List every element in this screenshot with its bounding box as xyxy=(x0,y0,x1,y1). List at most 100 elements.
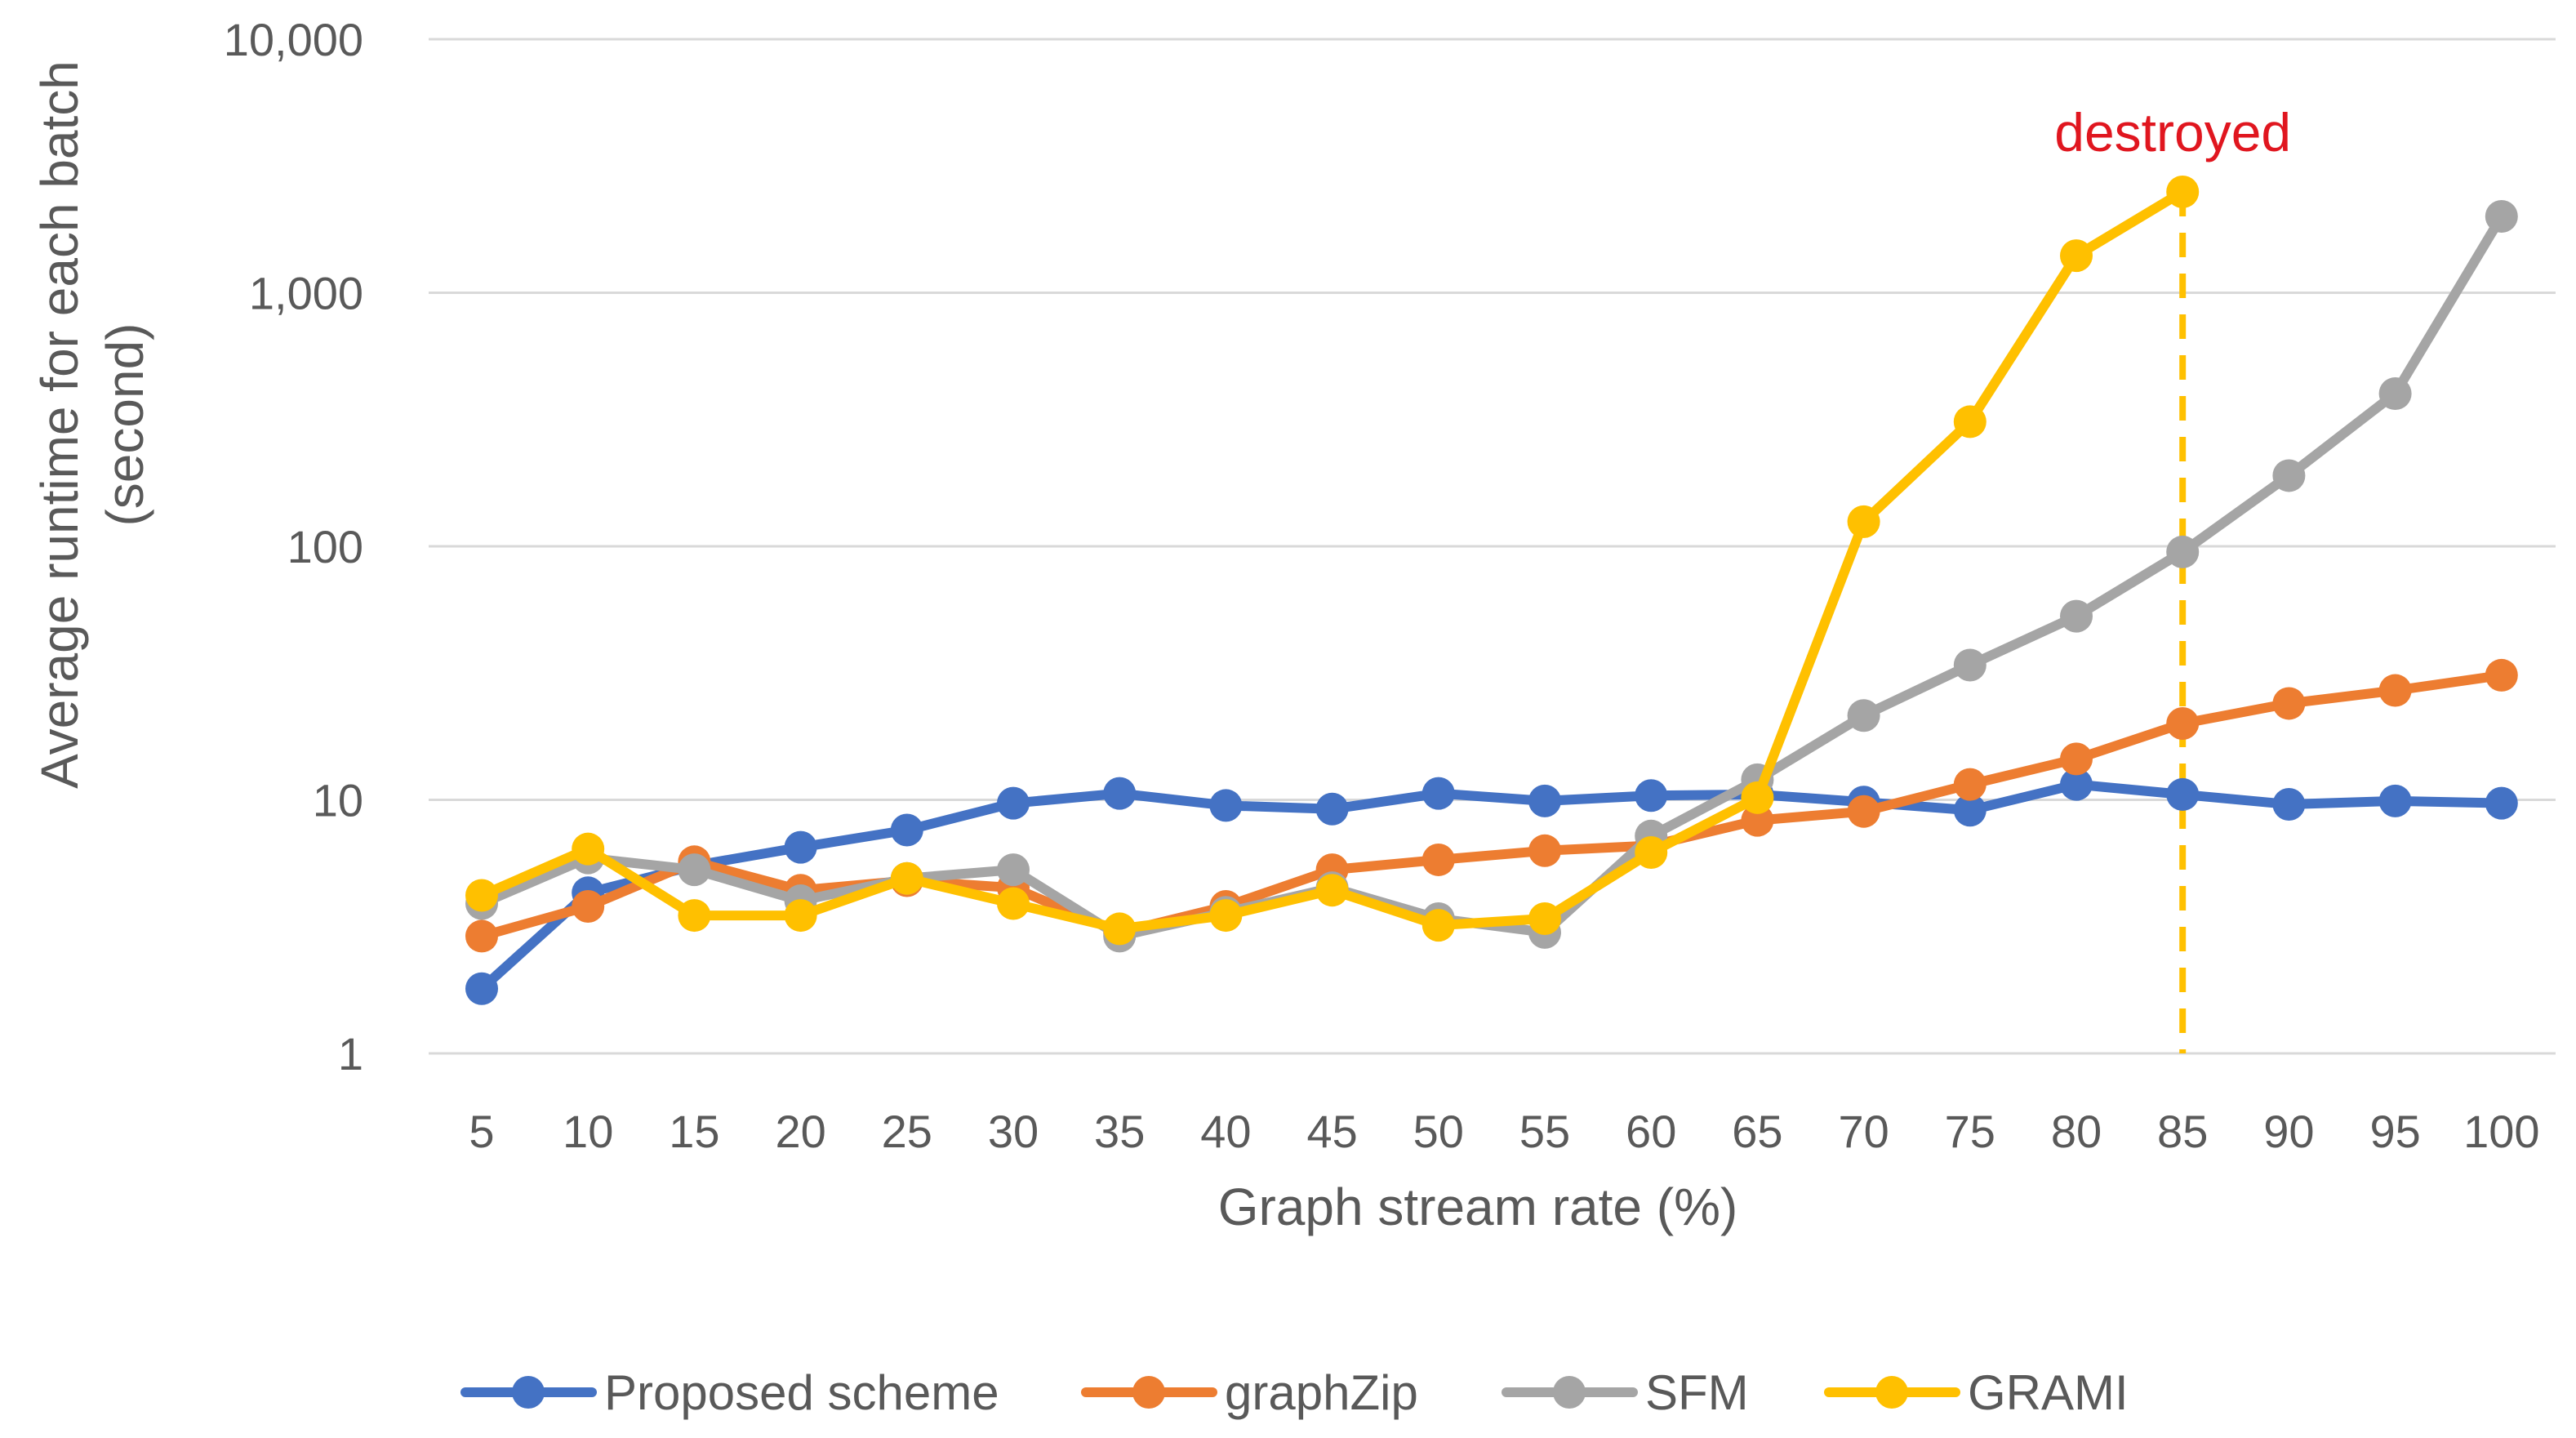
x-tick-label: 70 xyxy=(1838,1106,1889,1157)
x-axis-title: Graph stream rate (%) xyxy=(1218,1178,1738,1236)
data-point-graphzip xyxy=(1528,834,1561,867)
data-point-grami xyxy=(465,879,498,912)
y-axis-title-line-1: Average runtime for each batch xyxy=(30,60,89,789)
data-point-grami xyxy=(2060,239,2093,273)
data-point-proposed-scheme xyxy=(784,830,817,864)
data-point-proposed-scheme xyxy=(1953,794,1987,827)
data-point-proposed-scheme xyxy=(1528,784,1561,817)
y-tick-label: 100 xyxy=(287,521,363,572)
data-point-grami xyxy=(1741,781,1774,814)
data-point-graphzip xyxy=(465,919,498,953)
series-group xyxy=(465,175,2518,1005)
data-point-proposed-scheme xyxy=(2272,788,2306,821)
data-point-proposed-scheme xyxy=(1635,779,1668,812)
series-grami xyxy=(465,175,2200,946)
data-point-sfm xyxy=(2166,535,2200,568)
legend-swatch-marker xyxy=(512,1376,545,1409)
data-point-proposed-scheme xyxy=(1421,777,1455,810)
data-point-grami xyxy=(572,832,605,866)
legend-label: SFM xyxy=(1645,1365,1749,1420)
x-tick-label: 30 xyxy=(988,1106,1039,1157)
data-point-grami xyxy=(1528,902,1561,935)
legend-label: graphZip xyxy=(1225,1365,1418,1420)
series-graphzip xyxy=(465,658,2518,953)
data-point-proposed-scheme xyxy=(1209,789,1243,822)
data-point-proposed-scheme xyxy=(1103,777,1137,810)
data-point-proposed-scheme xyxy=(2060,768,2093,801)
data-point-proposed-scheme xyxy=(997,786,1030,820)
data-point-graphzip xyxy=(2378,674,2412,707)
x-tick-label: 20 xyxy=(775,1106,825,1157)
legend-swatch-marker xyxy=(1553,1376,1586,1409)
y-axis-title: Average runtime for each batch (second) xyxy=(30,60,154,789)
y-axis-ticks: 1 10 100 1,000 10,000 xyxy=(224,14,363,1080)
x-tick-label: 90 xyxy=(2263,1106,2314,1157)
y-tick-label: 1 xyxy=(338,1028,363,1080)
x-tick-label: 85 xyxy=(2157,1106,2208,1157)
legend-label: Proposed scheme xyxy=(604,1365,999,1420)
legend-swatch-marker xyxy=(1132,1376,1165,1409)
data-point-sfm xyxy=(1847,699,1880,732)
data-point-grami xyxy=(1315,874,1349,907)
x-tick-label: 45 xyxy=(1306,1106,1357,1157)
data-point-grami xyxy=(1953,405,1987,439)
data-point-sfm xyxy=(2272,459,2306,492)
data-point-proposed-scheme xyxy=(2378,784,2412,817)
data-point-grami xyxy=(997,887,1030,920)
data-point-proposed-scheme xyxy=(2166,777,2200,811)
data-point-graphzip xyxy=(1741,804,1774,837)
legend-item-proposed-scheme: Proposed scheme xyxy=(460,1365,999,1420)
legend-item-sfm: SFM xyxy=(1502,1365,1749,1420)
x-tick-label: 80 xyxy=(2051,1106,2102,1157)
data-point-grami xyxy=(1103,912,1137,946)
x-tick-label: 15 xyxy=(669,1106,719,1157)
data-point-sfm xyxy=(2060,599,2093,633)
data-point-graphzip xyxy=(2485,658,2518,692)
data-point-sfm xyxy=(2378,377,2412,411)
data-point-graphzip xyxy=(2060,742,2093,776)
x-tick-label: 5 xyxy=(469,1106,494,1157)
x-tick-label: 60 xyxy=(1626,1106,1676,1157)
data-point-proposed-scheme xyxy=(890,813,923,847)
data-point-graphzip xyxy=(1847,795,1880,828)
data-point-grami xyxy=(890,861,923,895)
x-tick-label: 10 xyxy=(563,1106,613,1157)
data-point-sfm xyxy=(997,853,1030,887)
legend-item-grami: GRAMI xyxy=(1824,1365,2129,1420)
data-point-sfm xyxy=(1953,648,1987,682)
data-point-graphzip xyxy=(572,889,605,923)
legend-swatch-marker xyxy=(1875,1376,1908,1409)
data-point-grami xyxy=(784,899,817,933)
series-line-proposed-scheme xyxy=(477,779,2507,994)
data-point-sfm xyxy=(2485,200,2518,234)
data-point-graphzip xyxy=(2166,707,2200,741)
x-tick-label: 100 xyxy=(2463,1106,2539,1157)
x-tick-label: 50 xyxy=(1413,1106,1464,1157)
data-point-grami xyxy=(1635,835,1668,869)
x-tick-label: 65 xyxy=(1732,1106,1782,1157)
series-sfm xyxy=(465,200,2518,953)
y-tick-label: 10,000 xyxy=(224,14,363,65)
legend-item-graphzip: graphZip xyxy=(1081,1365,1418,1420)
series-line-graphzip xyxy=(477,670,2507,942)
data-point-grami xyxy=(1209,899,1243,933)
data-point-graphzip xyxy=(1953,768,1987,801)
destroyed-annotation: destroyed xyxy=(2054,102,2291,162)
data-point-sfm xyxy=(678,853,711,887)
data-point-grami xyxy=(1847,505,1880,538)
data-point-grami xyxy=(1421,909,1455,942)
data-point-proposed-scheme xyxy=(1315,792,1349,826)
x-tick-label: 40 xyxy=(1200,1106,1251,1157)
data-point-proposed-scheme xyxy=(465,972,498,1005)
data-point-grami xyxy=(2166,175,2200,208)
annotation-group: destroyed xyxy=(2054,102,2291,1053)
x-tick-label: 25 xyxy=(882,1106,932,1157)
data-point-proposed-scheme xyxy=(2485,786,2518,820)
legend: Proposed scheme graphZip SFM GRAMI xyxy=(460,1365,2129,1420)
y-tick-label: 1,000 xyxy=(249,268,363,319)
data-point-graphzip xyxy=(2272,687,2306,720)
legend-label: GRAMI xyxy=(1968,1365,2129,1420)
data-point-graphzip xyxy=(1421,843,1455,876)
y-tick-label: 10 xyxy=(313,775,363,826)
